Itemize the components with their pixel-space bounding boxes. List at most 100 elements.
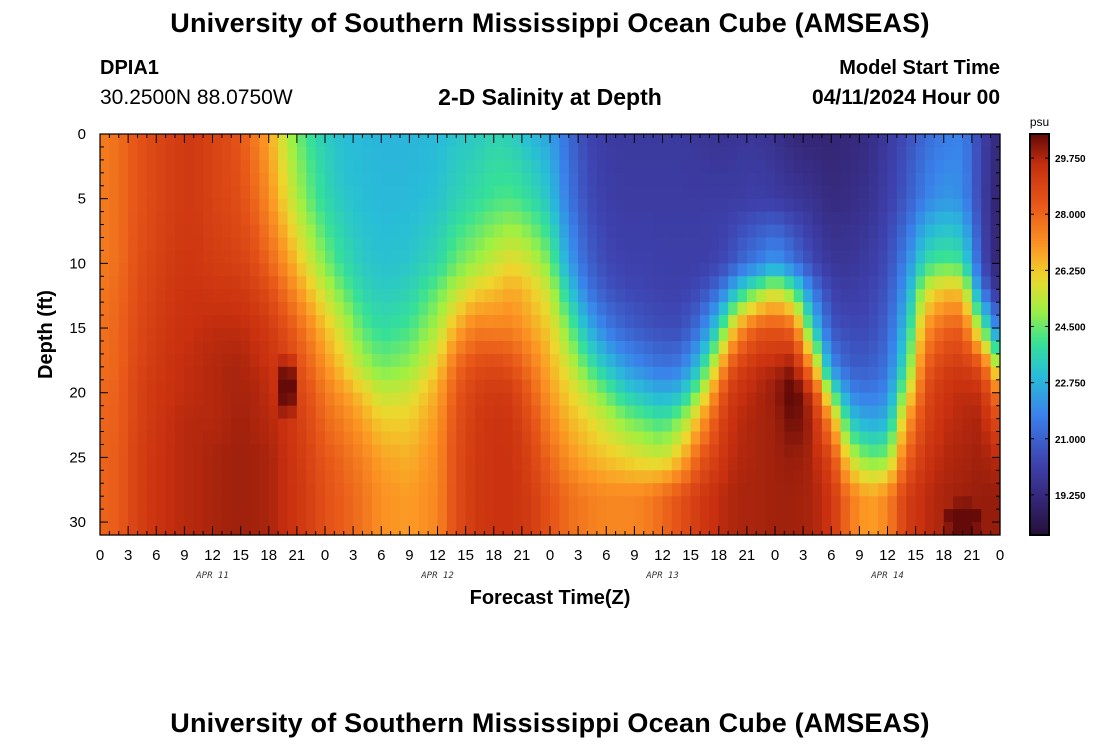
heatmap-cell [437, 496, 448, 510]
heatmap-cell [203, 276, 214, 290]
heatmap-cell [746, 263, 757, 277]
heatmap-cell [681, 496, 692, 510]
x-tick-label: 0 [996, 547, 1004, 564]
heatmap-cell [221, 444, 232, 458]
heatmap-cell [803, 353, 814, 368]
x-tick-label: 0 [546, 547, 554, 564]
heatmap-cell [446, 340, 457, 355]
heatmap-cell [878, 237, 889, 252]
heatmap-cell [221, 185, 232, 200]
heatmap-cell [296, 134, 307, 148]
heatmap-cell [240, 289, 251, 303]
heatmap-cell [756, 353, 767, 368]
heatmap-cell [812, 211, 823, 226]
heatmap-cell [306, 457, 317, 471]
heatmap-cell [709, 353, 720, 368]
heatmap-cell [221, 470, 232, 484]
heatmap-cell [165, 198, 176, 213]
heatmap-cell [343, 470, 354, 484]
heatmap-cell [812, 263, 823, 277]
heatmap-cell [990, 237, 1001, 252]
heatmap-cell [615, 134, 626, 148]
heatmap-cell [193, 289, 204, 303]
heatmap-cell [859, 392, 870, 407]
heatmap-cell [278, 379, 289, 394]
heatmap-cell [278, 444, 289, 458]
heatmap-cell [971, 431, 982, 446]
heatmap-cell [128, 146, 139, 161]
heatmap-cell [475, 237, 485, 252]
heatmap-cell [503, 172, 514, 187]
heatmap-cell [878, 198, 889, 213]
heatmap-cell [765, 340, 776, 355]
heatmap-cell [615, 418, 626, 433]
heatmap-cell [906, 366, 917, 381]
heatmap-cell [700, 340, 710, 355]
heatmap-cell [728, 405, 739, 420]
heatmap-cell [746, 431, 757, 446]
heatmap-cell [193, 185, 204, 200]
heatmap-cell [615, 366, 626, 381]
heatmap-cell [737, 211, 748, 226]
heatmap-cell [990, 392, 1001, 407]
heatmap-cell [690, 483, 701, 497]
heatmap-cell [953, 509, 964, 523]
heatmap-cell [831, 276, 842, 290]
heatmap-cell [503, 509, 514, 523]
heatmap-cell [925, 302, 935, 316]
heatmap-cell [278, 276, 289, 290]
x-axis: 0 3 6 9 12 15 18 21 0 3 6 9 12 15 18 21 0 3 6 9 12 15 18 21 0 3 6 9… [96, 134, 1004, 581]
heatmap-cell [221, 276, 232, 290]
heatmap-cell [578, 263, 589, 277]
heatmap-cell [803, 431, 814, 446]
heatmap-cell [756, 405, 767, 420]
heatmap-cell [334, 198, 345, 213]
heatmap-cell [531, 522, 542, 536]
heatmap-cell [700, 159, 710, 174]
heatmap-cell [456, 146, 467, 161]
heatmap-cell [362, 431, 373, 446]
heatmap-cell [653, 172, 664, 187]
heatmap-cell [240, 353, 251, 368]
heatmap-cell [446, 457, 457, 471]
heatmap-cell [681, 302, 692, 316]
heatmap-cell [765, 172, 776, 187]
heatmap-cell [643, 366, 654, 381]
heatmap-cell [268, 250, 279, 264]
heatmap-cell [896, 276, 907, 290]
heatmap-cell [503, 522, 514, 536]
heatmap-cell [109, 146, 120, 161]
heatmap-cell [925, 431, 935, 446]
heatmap-cell [653, 237, 664, 252]
heatmap-cell [990, 172, 1001, 187]
heatmap-cell [203, 470, 214, 484]
heatmap-cell [915, 366, 926, 381]
heatmap-cell [559, 379, 570, 394]
heatmap-cell [812, 431, 823, 446]
heatmap-cell [775, 237, 785, 252]
heatmap-cell [146, 315, 157, 329]
heatmap-cell [456, 276, 467, 290]
heatmap-cell [146, 340, 157, 355]
heatmap-cell [118, 302, 129, 316]
heatmap-cell [250, 379, 260, 394]
heatmap-cell [615, 146, 626, 161]
heatmap-cell [259, 457, 270, 471]
heatmap-cell [606, 444, 617, 458]
heatmap-cell [615, 509, 626, 523]
heatmap-cell [465, 237, 476, 252]
heatmap-cell [334, 134, 345, 148]
heatmap-cell [793, 431, 804, 446]
heatmap-cell [775, 172, 785, 187]
heatmap-cell [521, 457, 532, 471]
heatmap-cell [990, 250, 1001, 264]
footer-title: University of Southern Mississippi Ocean… [170, 708, 930, 738]
heatmap-cell [503, 289, 514, 303]
heatmap-cell [962, 211, 973, 226]
heatmap-cell [868, 522, 879, 536]
heatmap-cell [906, 237, 917, 252]
heatmap-cell [662, 159, 673, 174]
heatmap-cell [521, 522, 532, 536]
heatmap-cell [325, 392, 335, 407]
heatmap-cell [596, 146, 607, 161]
